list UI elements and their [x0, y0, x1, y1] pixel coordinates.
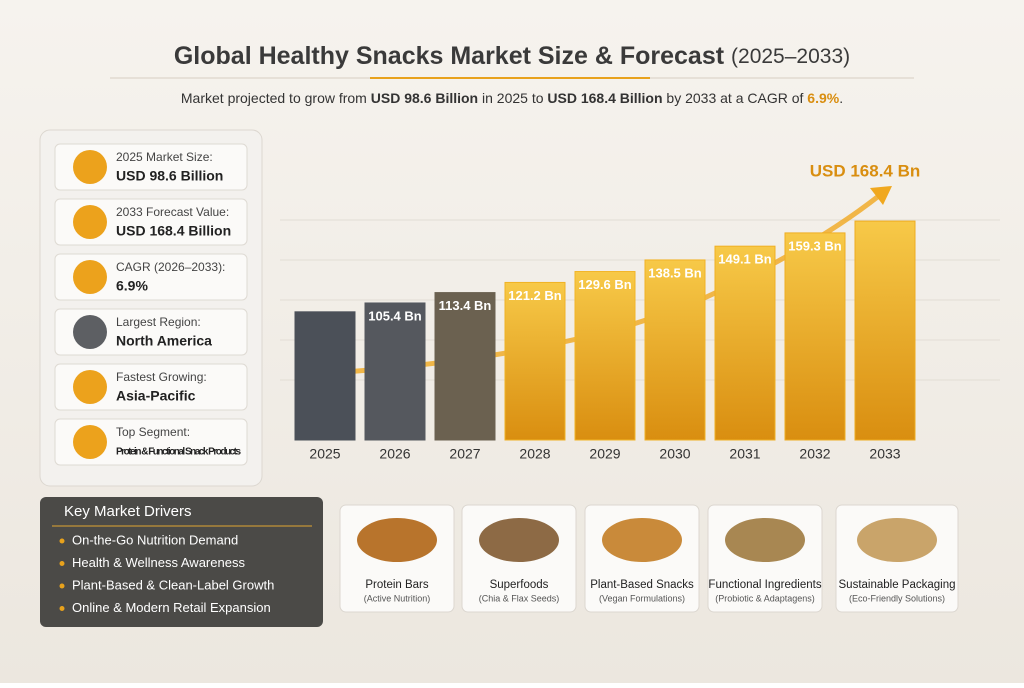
- value-label: 138.5 Bn: [648, 265, 702, 280]
- driver-item: Plant-Based & Clean-Label Growth: [72, 577, 274, 592]
- stat-icon: [73, 150, 107, 184]
- segment-image: [725, 518, 805, 562]
- segment-name: Plant-Based Snacks: [590, 579, 694, 591]
- stat-card: [54, 253, 248, 301]
- value-label: USD 168.4 Bn: [810, 161, 921, 180]
- x-tick-label: 2029: [589, 446, 620, 462]
- bar: [504, 281, 566, 441]
- stat-card: [54, 363, 248, 411]
- stat-icon: [73, 315, 107, 349]
- stat-icon: [73, 260, 107, 294]
- drivers-title: Key Market Drivers: [64, 503, 192, 520]
- stat-card: [54, 418, 248, 466]
- x-tick-label: 2028: [519, 446, 550, 462]
- stat-label: Largest Region:: [116, 315, 201, 329]
- segment-name: Sustainable Packaging: [839, 579, 956, 591]
- stat-value: USD 98.6 Billion: [116, 168, 223, 184]
- bar: [364, 302, 426, 441]
- stat-value: Protein & Functional Snack Products: [116, 447, 241, 458]
- x-tick-label: 2032: [799, 446, 830, 462]
- x-tick-label: 2025: [309, 446, 340, 462]
- stat-label: Top Segment:: [116, 425, 190, 439]
- segment-detail: (Chia & Flax Seeds): [479, 593, 560, 603]
- x-tick-label: 2027: [449, 446, 480, 462]
- segment-name: Functional Ingredients: [708, 579, 821, 591]
- driver-item: On-the-Go Nutrition Demand: [72, 532, 238, 547]
- bar: [854, 220, 916, 441]
- stat-icon: [73, 370, 107, 404]
- bar: [434, 292, 496, 441]
- stat-label: 2025 Market Size:: [116, 150, 213, 164]
- bar: [644, 259, 706, 441]
- stat-label: Fastest Growing:: [116, 370, 207, 384]
- stat-label: CAGR (2026–2033):: [116, 260, 225, 274]
- driver-bullet: [59, 606, 65, 611]
- bar: [574, 271, 636, 441]
- segment-name: Superfoods: [490, 579, 549, 591]
- segment-image: [479, 518, 559, 562]
- subtitle: Market projected to grow from USD 98.6 B…: [181, 90, 843, 106]
- bar: [784, 232, 846, 441]
- stat-value: Asia-Pacific: [116, 388, 196, 404]
- value-label: 113.4 Bn: [439, 298, 492, 313]
- segment-image: [857, 518, 937, 562]
- driver-bullet: [59, 561, 65, 566]
- arrow-head: [870, 186, 892, 205]
- stat-icon: [73, 425, 107, 459]
- stat-icon: [73, 205, 107, 239]
- value-label: 129.6 Bn: [578, 277, 632, 292]
- x-tick-label: 2026: [379, 446, 410, 462]
- value-label: 159.3 Bn: [788, 238, 842, 253]
- stat-value: USD 168.4 Billion: [116, 223, 231, 239]
- segment-image: [602, 518, 682, 562]
- segment-detail: (Vegan Formulations): [599, 593, 685, 603]
- bar: [714, 245, 776, 441]
- driver-bullet: [59, 583, 65, 589]
- x-tick-label: 2031: [729, 446, 760, 462]
- segment-detail: (Active Nutrition): [364, 593, 431, 603]
- stat-label: 2033 Forecast Value:: [116, 205, 229, 219]
- segment-detail: (Eco-Friendly Solutions): [849, 593, 945, 603]
- x-tick-label: 2033: [869, 446, 900, 462]
- stat-value: North America: [116, 333, 212, 349]
- x-tick-label: 2030: [659, 446, 690, 462]
- drivers-panel: [40, 497, 323, 627]
- value-label: 105.4 Bn: [368, 308, 422, 323]
- driver-bullet: [59, 538, 65, 544]
- segment-detail: (Probiotic & Adaptagens): [715, 593, 815, 603]
- stat-card: [54, 198, 248, 246]
- title: Global Healthy Snacks Market Size & Fore…: [174, 42, 850, 70]
- stat-card: [54, 143, 248, 191]
- driver-item: Online & Modern Retail Expansion: [72, 600, 271, 615]
- bar: [294, 311, 356, 441]
- value-label: 121.2 Bn: [508, 288, 562, 303]
- segment-image: [357, 518, 437, 562]
- stat-value: 6.9%: [116, 278, 148, 294]
- driver-item: Health & Wellness Awareness: [72, 555, 245, 570]
- value-label: 149.1 Bn: [718, 252, 772, 267]
- segment-name: Protein Bars: [365, 579, 429, 591]
- stat-card: [54, 308, 248, 356]
